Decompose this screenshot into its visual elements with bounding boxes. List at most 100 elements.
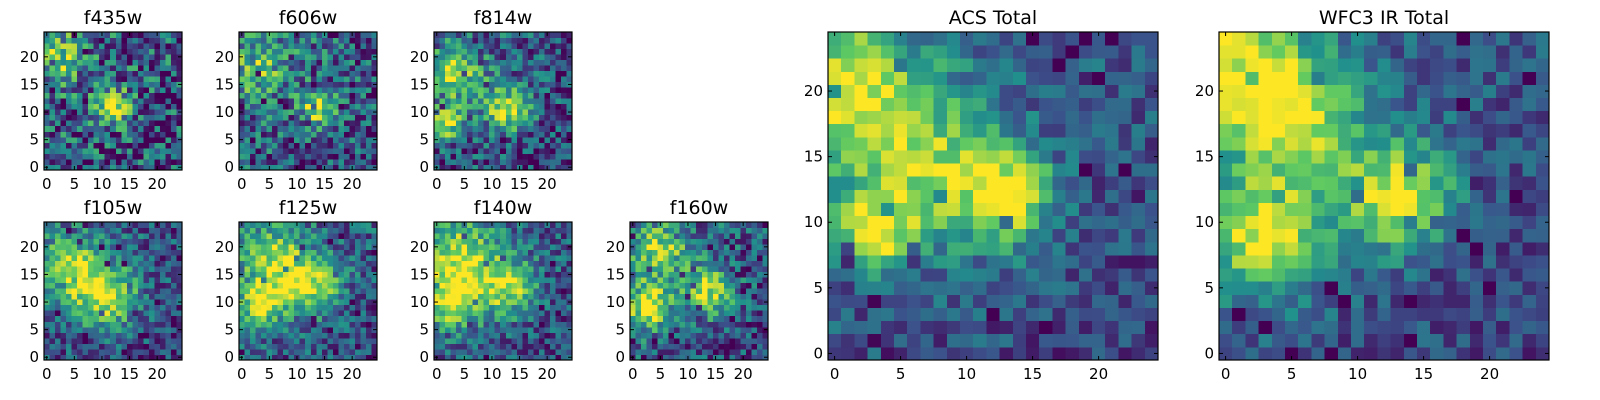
heatmap-cell [854,228,868,243]
heatmap-cell [159,288,166,295]
heatmap-cell [49,222,56,228]
heatmap-cell [1118,281,1132,295]
heatmap-cell [110,98,117,105]
heatmap-cell [566,92,573,99]
heatmap-cell [60,98,67,105]
heatmap-cell [489,158,496,165]
heatmap-cell [461,343,468,350]
heatmap-cell [82,238,89,245]
heatmap-cell [505,142,512,149]
heatmap-cell [288,293,295,300]
heatmap-cell [266,260,273,267]
heatmap-cell [489,266,496,273]
heatmap-cell [734,249,741,256]
heatmap-cell [494,222,501,228]
heatmap-cell [456,103,462,110]
heatmap-cell [641,266,647,273]
heatmap-cell [170,131,177,138]
heatmap-cell [549,277,556,284]
heatmap-cell [159,131,166,138]
heatmap-cell [1118,320,1132,335]
heatmap-cell [907,294,921,308]
heatmap-cell [110,282,117,289]
heatmap-cell [77,136,84,143]
heatmap-cell [434,120,440,127]
heatmap-cell [511,103,518,110]
heatmap-cell [343,81,350,88]
heatmap-cell [99,304,106,311]
heatmap-cell [49,70,56,77]
heatmap-cell [82,321,89,328]
heatmap-cell [1105,163,1119,177]
heatmap-cell [88,343,95,350]
heatmap-cell [170,76,177,83]
heatmap-cell [170,255,177,262]
heatmap-cell [566,158,573,165]
heatmap-cell [538,136,545,143]
heatmap-cell [522,37,529,44]
heatmap-cell [511,255,518,262]
heatmap-cell [1012,346,1027,361]
heatmap-cell [349,37,356,44]
heatmap-cell [165,277,172,284]
heatmap-cell [239,282,245,289]
heatmap-cell [176,37,183,44]
heatmap-cell [71,92,78,99]
heatmap-cell [71,238,78,245]
heatmap-cell [555,54,562,60]
heatmap-cell [305,98,312,105]
heatmap-cell [159,70,166,77]
heatmap-cell [854,268,868,282]
heatmap-cell [327,348,334,355]
heatmap-cell [170,120,177,127]
heatmap-cell [1039,189,1053,203]
heatmap-cell [115,65,122,72]
heatmap-cells [239,32,378,171]
heatmap-cell [60,92,67,99]
heatmap-cell [299,282,306,289]
heatmap-cell [668,337,675,344]
heatmap-cell [77,32,84,38]
heatmap-cell [663,266,670,273]
heatmap-cell [365,249,372,256]
heatmap-cell [494,142,501,149]
heatmap-cell [110,37,117,44]
heatmap-cell [365,54,372,60]
heatmap-cell [137,70,144,77]
heatmap-cell [244,153,251,160]
heatmap-cell [266,293,273,300]
heatmap-cell [104,277,111,284]
heatmap-cell [635,293,642,300]
heatmap-cell [467,271,474,278]
heatmap-cell [657,326,664,333]
heatmap-cell [66,164,72,171]
heatmap-cell [641,326,647,333]
heatmap-cell [316,76,323,83]
heatmap-cell [544,337,551,344]
heatmap-cell [646,304,653,311]
heatmap-cell [560,299,567,306]
heatmap-cell [522,348,529,355]
heatmap-cell [132,98,139,105]
heatmap-cell [272,81,279,88]
heatmap-cell [555,43,562,49]
heatmap-cell [143,310,150,317]
heatmap-cell [907,281,921,295]
heatmap-cell [71,288,78,295]
heatmap-cell [555,120,562,127]
heatmap-cell [907,189,921,203]
heatmap-cell [360,332,367,339]
heatmap-cell [500,293,507,300]
heatmap-cell [126,109,133,116]
heatmap-cell [299,48,306,55]
heatmap-cell [483,222,490,228]
heatmap-cell [630,255,636,262]
heatmap-cell [973,189,987,203]
heatmap-cell [360,103,367,110]
heatmap-cell [1144,333,1159,348]
heatmap-cell [456,271,462,278]
heatmap-cell [159,125,166,132]
heatmap-cell [555,315,562,322]
heatmap-cell [299,244,306,250]
heatmap-cell [55,299,61,306]
